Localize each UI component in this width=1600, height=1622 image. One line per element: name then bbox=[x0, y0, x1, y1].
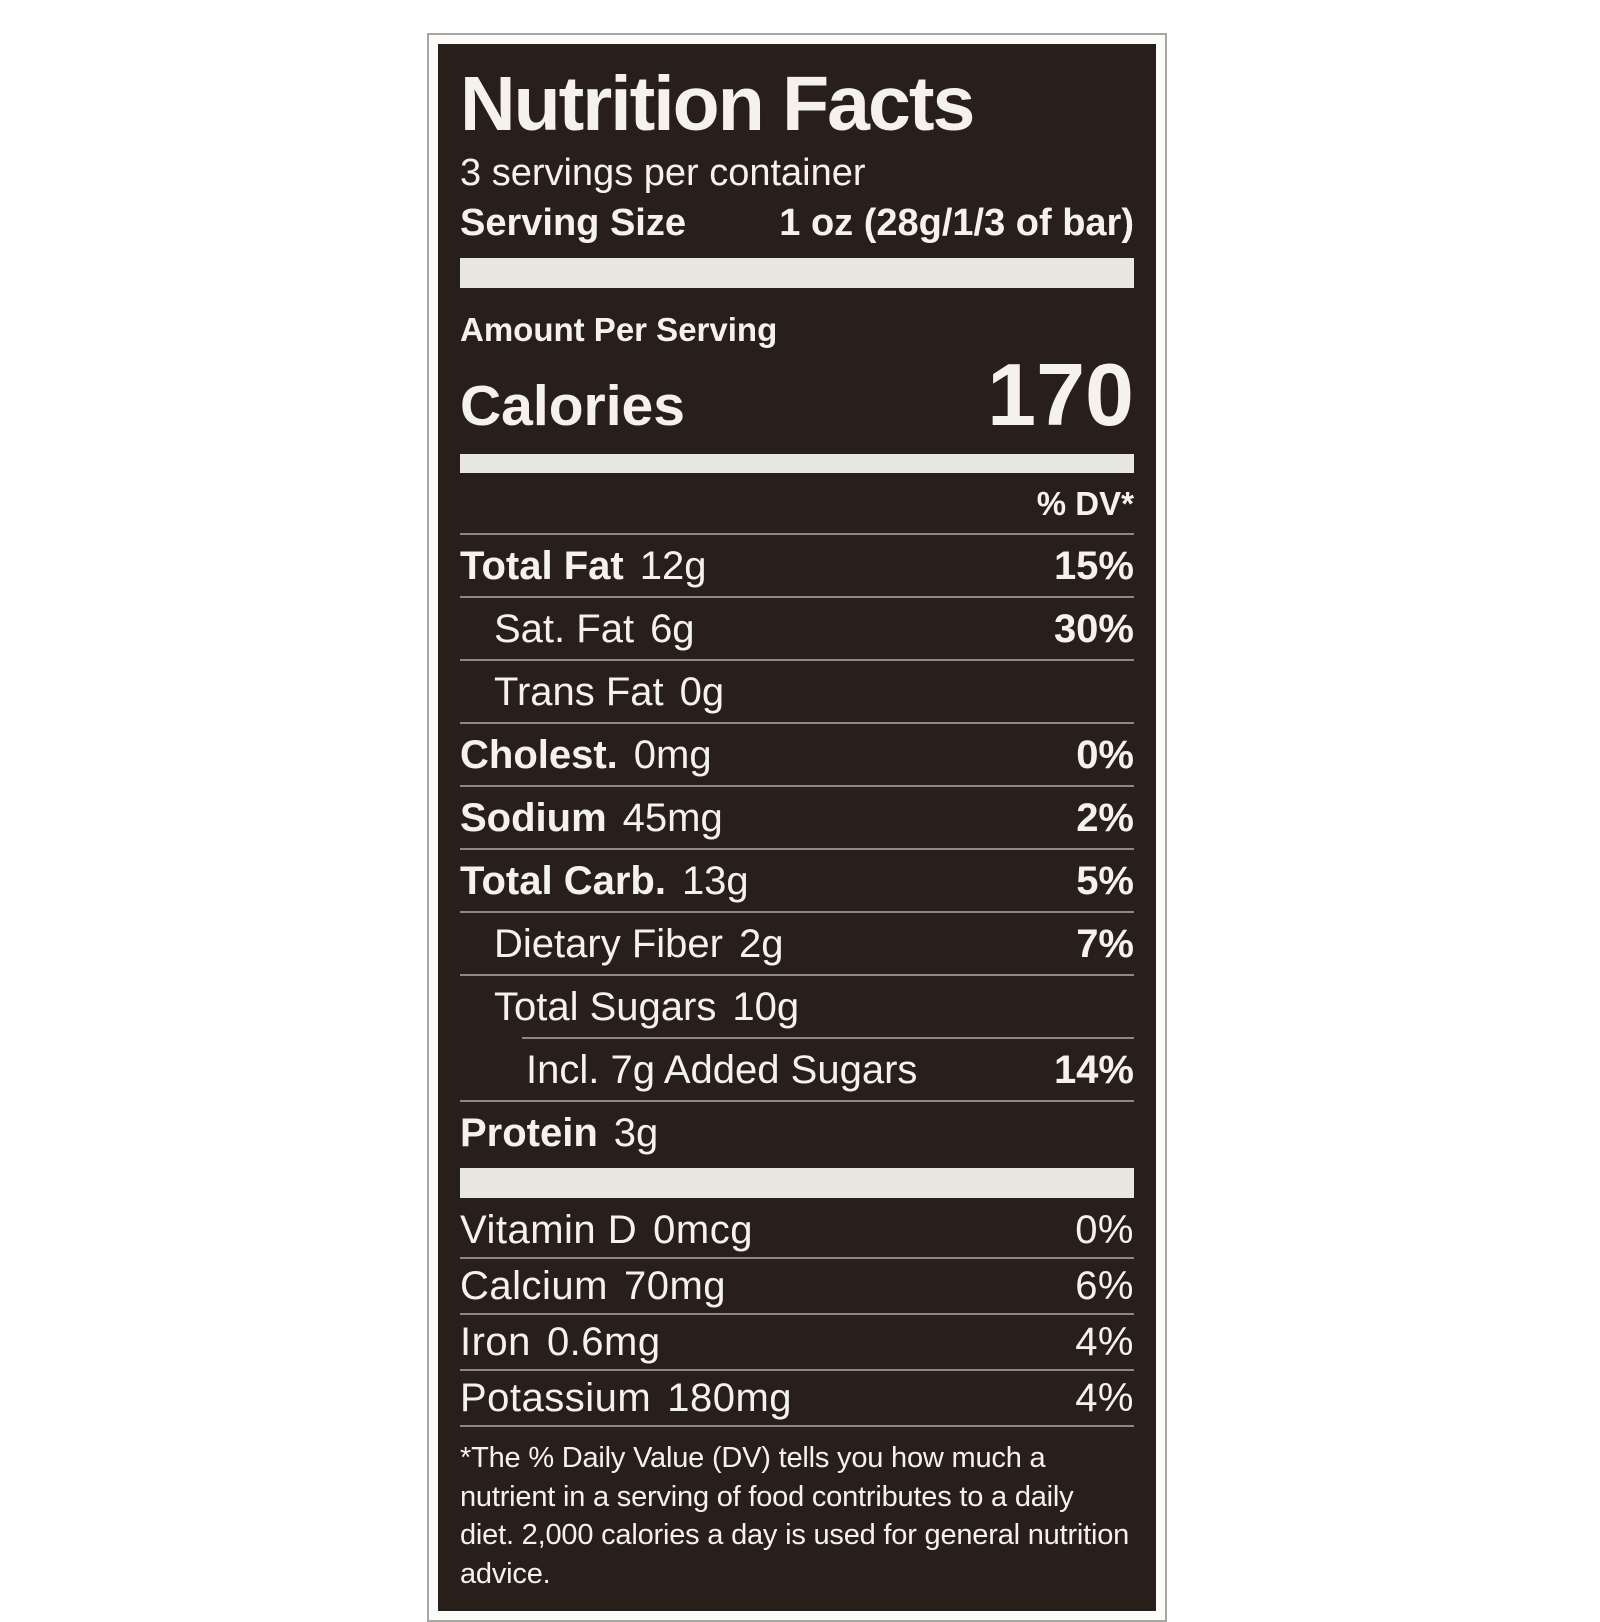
nutrient-amount: 0g bbox=[679, 669, 725, 714]
nutrient-dv: 30% bbox=[1053, 606, 1134, 651]
nutrient-name: Sodium bbox=[460, 795, 607, 840]
divider bbox=[460, 596, 1134, 599]
divider bbox=[460, 533, 1134, 536]
micronutrient-name: Potassium bbox=[460, 1376, 652, 1421]
micronutrient-dv: 0% bbox=[1075, 1208, 1134, 1253]
nutrient-row-trans-fat: Trans Fat 0g bbox=[460, 661, 1134, 722]
micronutrient-dv: 4% bbox=[1075, 1320, 1134, 1365]
micronutrient-dv: 6% bbox=[1075, 1264, 1134, 1309]
nutrient-name: Total Fat bbox=[460, 543, 624, 588]
nutrient-dv: 2% bbox=[1076, 795, 1134, 840]
serving-size-value: 1 oz (28g/1/3 of bar) bbox=[779, 201, 1134, 244]
divider bbox=[460, 785, 1134, 788]
micronutrient-amount: 70mg bbox=[623, 1264, 727, 1309]
divider bbox=[460, 848, 1134, 851]
nutrition-label: Nutrition Facts 3 servings per container… bbox=[438, 44, 1156, 1612]
nutrient-amount: 45mg bbox=[622, 795, 723, 840]
nutrient-amount: 3g bbox=[613, 1110, 659, 1155]
nutrient-amount: 12g bbox=[639, 543, 707, 588]
nutrient-name: Sat. Fat bbox=[494, 606, 635, 651]
calories-label: Calories bbox=[460, 373, 685, 438]
nutrition-facts-title: Nutrition Facts bbox=[460, 61, 975, 147]
nutrient-dv: 0% bbox=[1076, 732, 1134, 777]
nutrient-name: Protein bbox=[460, 1110, 598, 1155]
micronutrient-row-iron: Iron 0.6mg 4% bbox=[460, 1315, 1134, 1369]
nutrient-name: Total Carb. bbox=[460, 858, 666, 903]
nutrient-dv: 14% bbox=[1053, 1047, 1134, 1092]
micronutrient-row-vitamin-d: Vitamin D 0mcg 0% bbox=[460, 1203, 1134, 1257]
micronutrient-amount: 0.6mg bbox=[546, 1320, 661, 1365]
amount-per-serving-label: Amount Per Serving bbox=[460, 311, 778, 349]
servings-per-container: 3 servings per container bbox=[460, 152, 866, 195]
nutrient-row-sodium: Sodium 45mg 2% bbox=[460, 787, 1134, 848]
divider bbox=[460, 1369, 1134, 1372]
separator-bar-bottom bbox=[460, 1168, 1134, 1199]
nutrient-amount: 2g bbox=[738, 921, 784, 966]
serving-size-row: Serving Size 1 oz (28g/1/3 of bar) bbox=[460, 202, 1134, 246]
micronutrient-row-potassium: Potassium 180mg 4% bbox=[460, 1371, 1134, 1425]
micronutrient-row-calcium: Calcium 70mg 6% bbox=[460, 1259, 1134, 1313]
separator-bar-calories bbox=[460, 454, 1134, 474]
divider-indented bbox=[522, 1037, 1134, 1040]
divider bbox=[460, 974, 1134, 977]
calories-row: Calories 170 bbox=[460, 344, 1134, 444]
nutrient-row-total-fat: Total Fat 12g 15% bbox=[460, 535, 1134, 596]
divider bbox=[460, 1425, 1134, 1428]
divider bbox=[460, 1100, 1134, 1103]
nutrient-amount: 6g bbox=[650, 606, 695, 651]
nutrient-amount: 0mg bbox=[633, 732, 712, 777]
micronutrient-name: Calcium bbox=[460, 1264, 608, 1309]
nutrient-row-cholesterol: Cholest. 0mg 0% bbox=[460, 724, 1134, 785]
micronutrient-amount: 180mg bbox=[667, 1376, 793, 1421]
daily-value-footnote: *The % Daily Value (DV) tells you how mu… bbox=[460, 1442, 1130, 1590]
micronutrient-dv: 4% bbox=[1075, 1376, 1134, 1421]
nutrient-name: Total Sugars bbox=[494, 984, 717, 1029]
divider bbox=[460, 911, 1134, 914]
divider bbox=[460, 659, 1134, 662]
nutrient-name: Trans Fat bbox=[494, 669, 664, 714]
nutrient-amount: 10g bbox=[732, 984, 800, 1029]
nutrient-name: Cholest. bbox=[460, 732, 618, 777]
nutrient-row-total-carb: Total Carb. 13g 5% bbox=[460, 850, 1134, 911]
micronutrient-amount: 0mcg bbox=[653, 1208, 753, 1253]
percent-dv-header: % DV* bbox=[1036, 485, 1134, 523]
separator-bar-top bbox=[460, 258, 1134, 289]
nutrition-label-frame: Nutrition Facts 3 servings per container… bbox=[427, 33, 1167, 1622]
nutrient-row-sat-fat: Sat. Fat 6g 30% bbox=[460, 598, 1134, 659]
nutrient-dv: 7% bbox=[1076, 921, 1134, 966]
nutrient-row-protein: Protein 3g bbox=[460, 1102, 1134, 1163]
divider bbox=[460, 1313, 1134, 1316]
divider bbox=[460, 722, 1134, 725]
nutrient-name: Incl. 7g Added Sugars bbox=[526, 1047, 918, 1092]
nutrient-amount: 13g bbox=[681, 858, 749, 903]
nutrient-dv: 15% bbox=[1053, 543, 1134, 588]
divider bbox=[460, 1257, 1134, 1260]
micronutrient-name: Vitamin D bbox=[460, 1208, 638, 1253]
serving-size-label: Serving Size bbox=[460, 201, 686, 244]
nutrient-row-total-sugars: Total Sugars 10g bbox=[460, 976, 1134, 1037]
calories-value: 170 bbox=[987, 344, 1134, 444]
nutrient-row-dietary-fiber: Dietary Fiber 2g 7% bbox=[460, 913, 1134, 974]
micronutrient-name: Iron bbox=[460, 1320, 531, 1365]
nutrient-name: Dietary Fiber bbox=[494, 921, 723, 966]
nutrient-row-added-sugars: Incl. 7g Added Sugars 14% bbox=[460, 1039, 1134, 1100]
nutrient-dv: 5% bbox=[1076, 858, 1134, 903]
